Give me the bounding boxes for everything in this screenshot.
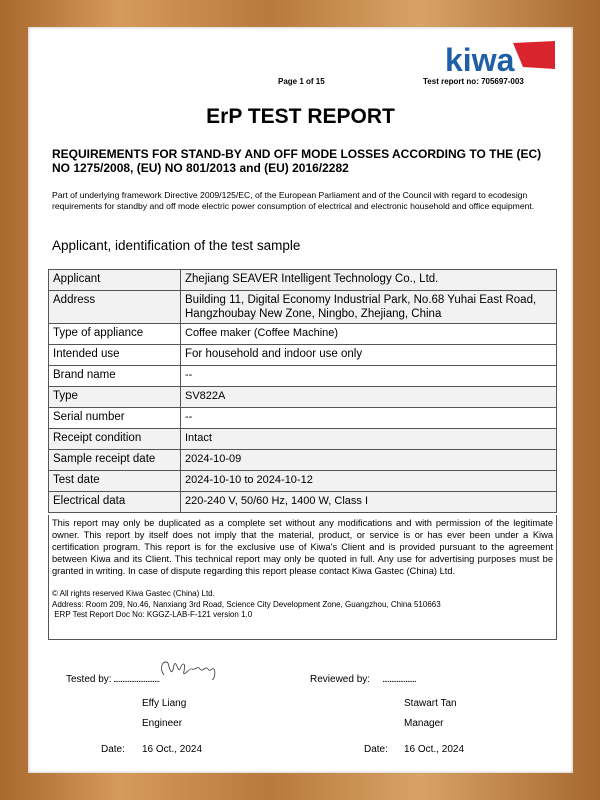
sample-table: Applicant Zhejiang SEAVER Intelligent Tec… (48, 269, 557, 513)
row-label: Intended use (48, 344, 181, 366)
row-label: Type (48, 386, 181, 408)
reviewed-by-label: Reviewed by: (310, 674, 371, 685)
row-value: Intact (180, 428, 557, 450)
disclaimer-text: This report may only be duplicated as a … (52, 518, 553, 576)
row-value: 220-240 V, 50/60 Hz, 1400 W, Class I (180, 491, 557, 513)
reviewer-role: Manager (404, 718, 444, 729)
svg-text:kiwa: kiwa (445, 42, 515, 78)
tested-date: 16 Oct., 2024 (142, 744, 203, 755)
row-label: Brand name (48, 365, 181, 387)
table-row: Serial number -- (48, 407, 557, 429)
table-row: Sample receipt date 2024-10-09 (48, 449, 557, 471)
tested-date-label: Date: (101, 744, 125, 755)
table-row: Electrical data 220-240 V, 50/60 Hz, 1400… (48, 491, 557, 513)
page-title: ErP TEST REPORT (206, 105, 395, 128)
row-value: -- (180, 365, 557, 387)
row-label: Receipt condition (48, 428, 181, 450)
reviewer-name: Stawart Tan (404, 698, 457, 709)
copyright: © All rights reserved Kiwa Gastec (China… (52, 589, 215, 598)
table-row: Receipt condition Intact (48, 428, 557, 450)
report-number: Test report no: 705697-003 (423, 77, 524, 86)
row-label: Test date (48, 470, 181, 492)
row-value: 2024-10-09 (180, 449, 557, 471)
row-value: For household and indoor use only (180, 344, 557, 366)
row-value: 2024-10-10 to 2024-10-12 (180, 470, 557, 492)
table-row: Type of appliance Coffee maker (Coffee Ma… (48, 323, 557, 345)
tested-signature-line: .......................... (113, 674, 160, 685)
reviewed-date-label: Date: (364, 744, 388, 755)
table-row: Test date 2024-10-10 to 2024-10-12 (48, 470, 557, 492)
table-row: Applicant Zhejiang SEAVER Intelligent Tec… (48, 269, 557, 291)
row-label: Address (48, 290, 181, 324)
tester-signature (161, 661, 216, 680)
page-number: Page 1 of 15 (278, 77, 325, 86)
row-value: -- (180, 407, 557, 429)
row-label: Serial number (48, 407, 181, 429)
disclaimer-box: This report may only be duplicated as a … (48, 515, 557, 640)
doc-number: ERP Test Report Doc No: KGGZ-LAB-F-121 v… (52, 610, 253, 619)
lab-address: Address: Room 209, No.46, Nanxiang 3rd R… (52, 599, 441, 609)
requirements-heading: REQUIREMENTS FOR STAND-BY AND OFF MODE L… (52, 147, 542, 175)
row-label: Electrical data (48, 491, 181, 513)
section-title: Applicant, identification of the test sa… (52, 238, 301, 253)
kiwa-logo: kiwa (445, 41, 555, 78)
row-value: Coffee maker (Coffee Machine) (180, 323, 557, 345)
report-page: kiwa Page 1 of 15 Test report no: 705697… (28, 27, 573, 773)
table-row: Intended use For household and indoor use… (48, 344, 557, 366)
tested-by-label: Tested by: (66, 674, 112, 685)
intro-text: Part of underlying framework Directive 2… (52, 190, 535, 211)
tester-name: Effy Liang (142, 698, 187, 709)
table-row: Address Building 11, Digital Economy Indu… (48, 290, 557, 324)
row-label: Applicant (48, 269, 181, 291)
row-label: Type of appliance (48, 323, 181, 345)
table-row: Type SV822A (48, 386, 557, 408)
table-row: Brand name -- (48, 365, 557, 387)
reviewed-signature-line: ................... (382, 674, 417, 685)
row-value: Zhejiang SEAVER Intelligent Technology C… (180, 269, 557, 291)
row-value: Building 11, Digital Economy Industrial … (180, 290, 557, 324)
reviewed-date: 16 Oct., 2024 (404, 744, 465, 755)
row-value: SV822A (180, 386, 557, 408)
tester-role: Engineer (142, 718, 183, 729)
row-label: Sample receipt date (48, 449, 181, 471)
